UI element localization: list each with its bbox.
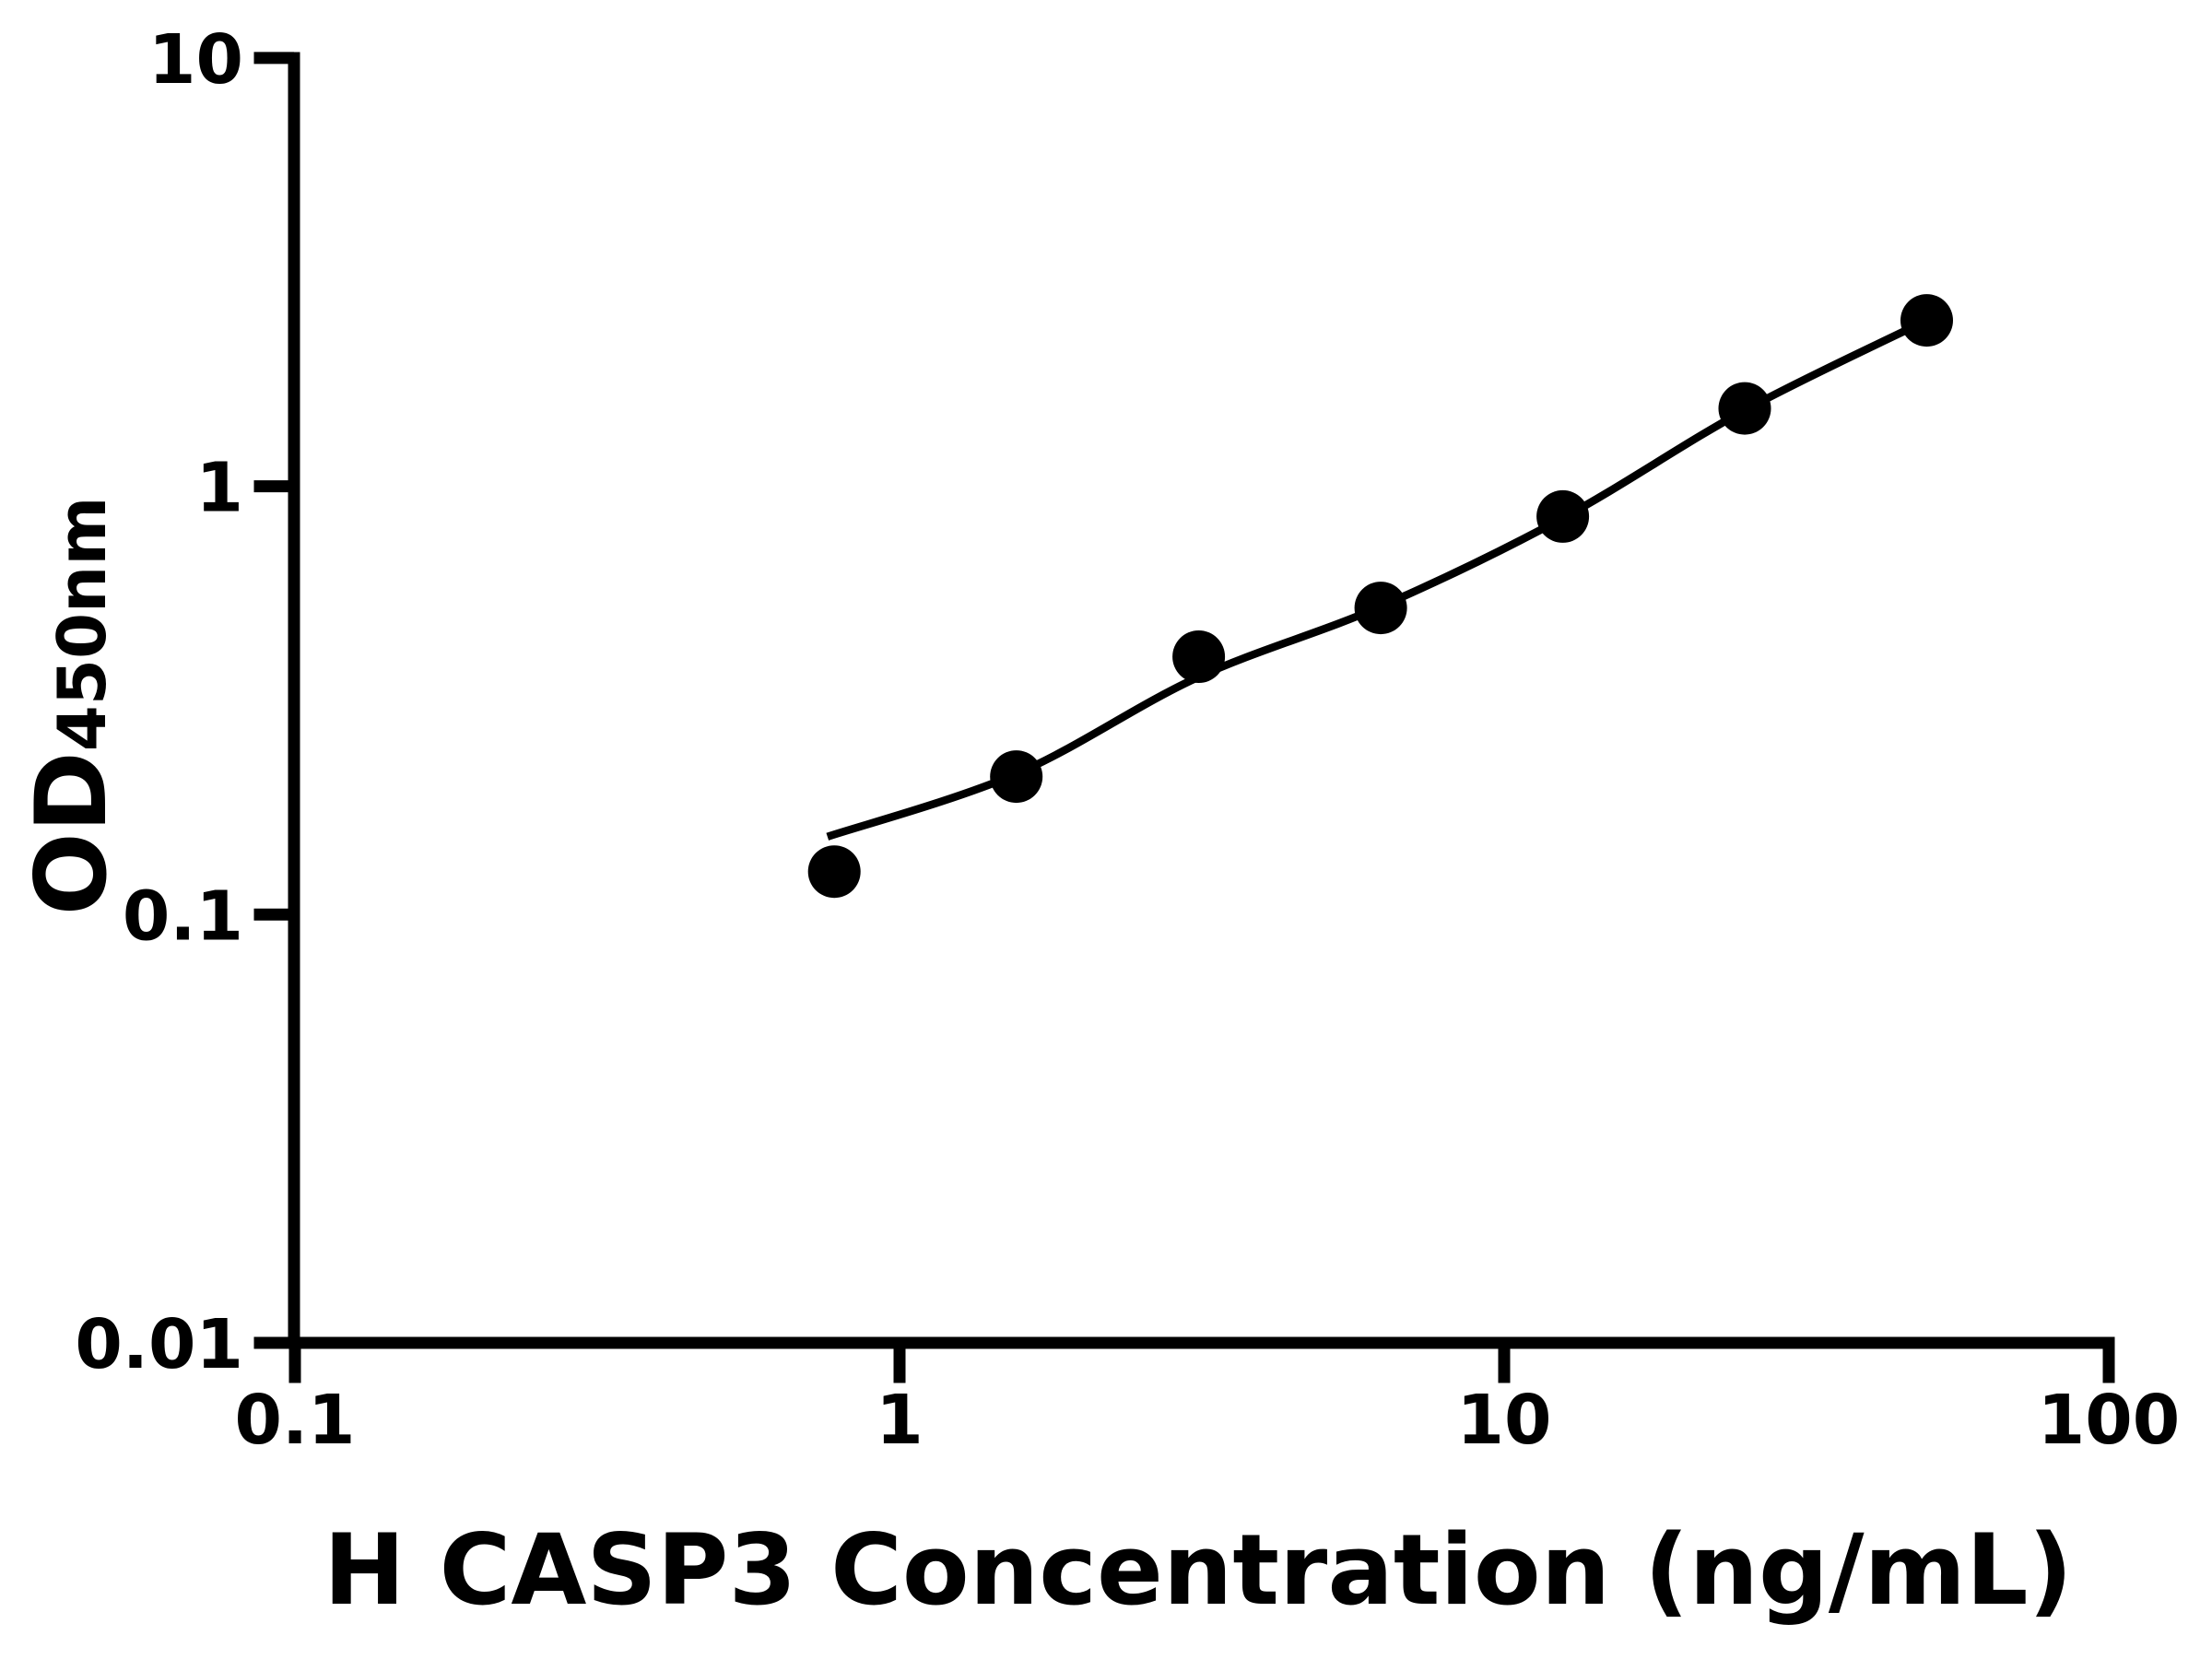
points-group bbox=[807, 294, 1953, 899]
x-axis-title: H CASP3 Concentration (ng/mL) bbox=[324, 1513, 2073, 1627]
y-axis-title: OD450nm bbox=[15, 497, 128, 916]
y-axis-title-subscript: 450nm bbox=[43, 497, 121, 752]
y-tick-label: 0.01 bbox=[75, 1305, 243, 1384]
y-tick-label: 0.1 bbox=[123, 877, 243, 956]
x-tick-label: 100 bbox=[2038, 1381, 2180, 1460]
x-tick-label: 0.1 bbox=[234, 1381, 355, 1460]
x-tick-label: 10 bbox=[1457, 1381, 1552, 1460]
axes-group bbox=[288, 52, 2115, 1349]
axis-titles-group: H CASP3 Concentration (ng/mL) OD450nm bbox=[15, 497, 2073, 1627]
data-point-marker bbox=[1900, 294, 1953, 347]
x-tick-label: 1 bbox=[876, 1381, 924, 1460]
data-point-marker bbox=[1172, 630, 1226, 683]
data-point-marker bbox=[990, 750, 1043, 804]
data-point-marker bbox=[1536, 489, 1590, 543]
data-point-marker bbox=[1718, 382, 1771, 435]
y-tick-label: 1 bbox=[196, 449, 244, 528]
y-tick-label: 10 bbox=[148, 20, 243, 100]
data-point-marker bbox=[1354, 582, 1407, 635]
data-point-marker bbox=[807, 845, 861, 899]
y-axis-title-main: OD bbox=[15, 751, 128, 915]
